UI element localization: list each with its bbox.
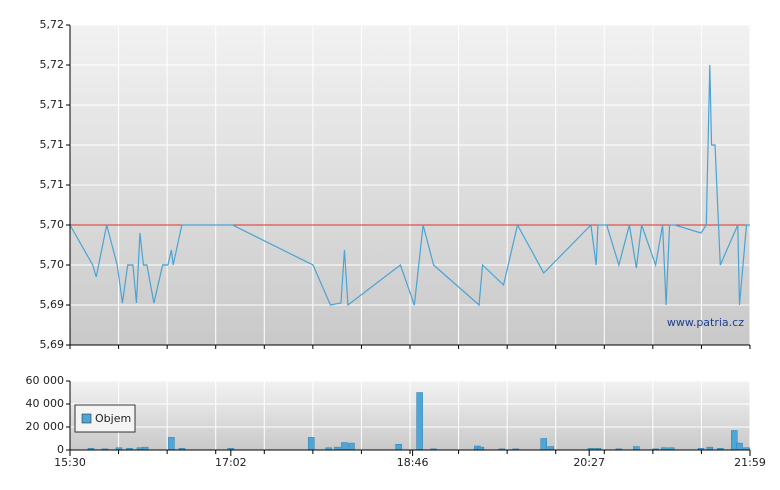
volume-bar (307, 437, 315, 451)
y-tick-label: 5,70 (40, 258, 65, 271)
legend-label: Objem (95, 412, 131, 425)
y-tick-label: 5,71 (40, 138, 65, 151)
y-tick-label: 5,72 (40, 18, 65, 31)
y-tick-label: 5,72 (40, 58, 65, 71)
y-tick-label: 5,70 (40, 218, 65, 231)
price-line (69, 64, 750, 307)
legend-swatch (81, 413, 92, 424)
volume-bar (348, 442, 355, 451)
volume-bar (547, 446, 554, 451)
y-tick-label: 5,71 (40, 178, 65, 191)
volume-bar (416, 392, 423, 451)
y-tick-label: 5,69 (40, 298, 65, 311)
volume-bar (341, 442, 348, 451)
y-tick-label: 20 000 (26, 420, 65, 433)
x-tick-label: 15:30 (54, 456, 86, 469)
volume-chart: 0 20 000 40 000 60 000 15:30 17:02 18:46 20:27 2… (26, 374, 766, 469)
y-tick-label: 5,69 (40, 338, 65, 351)
volume-bar (168, 437, 175, 451)
price-chart: 5,69 5,69 5,70 5,70 5,71 5,71 5,71 5,72 5,72 www.… (40, 18, 751, 351)
y-tick-label: 40 000 (26, 397, 65, 410)
legend-box (74, 404, 136, 433)
y-tick-label: 60 000 (26, 374, 65, 387)
watermark: www.patria.cz (667, 316, 744, 329)
volume-bar (540, 438, 547, 451)
y-tick-label: 5,71 (40, 98, 65, 111)
x-tick-label: 21:59 (734, 456, 766, 469)
volume-bar (633, 446, 640, 451)
x-tick-label: 18:46 (397, 456, 429, 469)
volume-bar (736, 442, 743, 451)
x-tick-label: 17:02 (215, 456, 247, 469)
x-tick-label: 20:27 (573, 456, 605, 469)
y-tick-label: 0 (57, 443, 64, 456)
volume-bar (395, 444, 402, 451)
